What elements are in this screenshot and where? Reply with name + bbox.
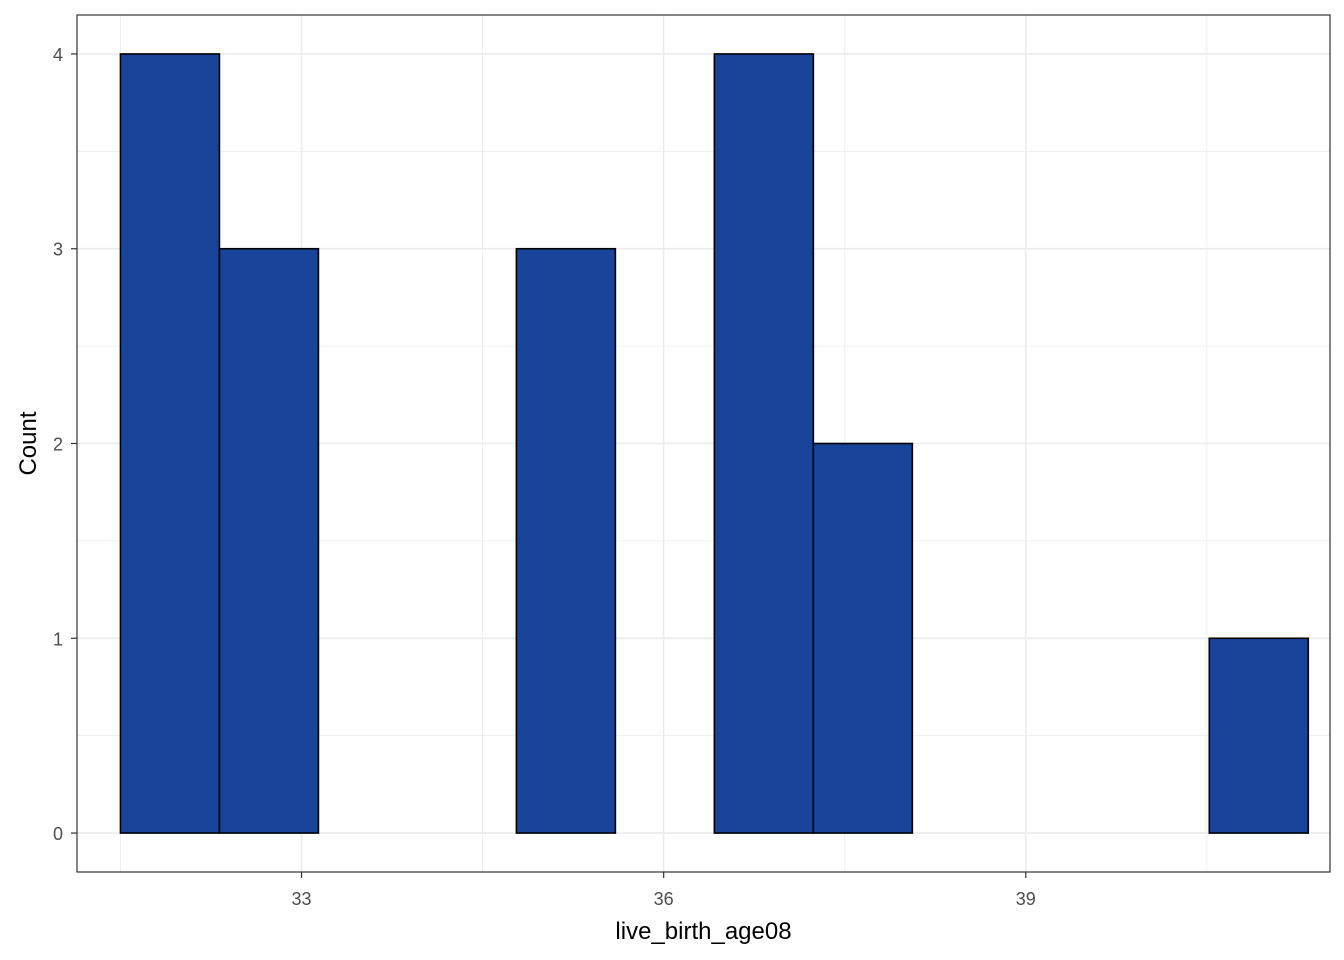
- histogram-bar: [1208, 637, 1310, 834]
- y-tick-label: 1: [53, 629, 63, 649]
- x-axis: 33 36 39: [292, 872, 1036, 909]
- histogram-bar: [515, 247, 617, 834]
- y-tick-label: 4: [53, 45, 63, 65]
- x-tick-label: 39: [1016, 889, 1036, 909]
- histogram-bar: [812, 442, 914, 834]
- x-axis-title: live_birth_age08: [615, 918, 791, 945]
- y-axis: 0 1 2 3 4: [53, 45, 77, 844]
- x-tick-label: 36: [654, 889, 674, 909]
- y-tick-label: 3: [53, 240, 63, 260]
- histogram-bar: [713, 53, 815, 834]
- histogram-bars: [119, 53, 1310, 834]
- y-axis-title: Count: [15, 411, 42, 475]
- y-tick-label: 2: [53, 435, 63, 455]
- histogram-bar: [218, 247, 320, 834]
- histogram-bar: [119, 53, 221, 834]
- y-tick-label: 0: [53, 824, 63, 844]
- x-tick-label: 33: [292, 889, 312, 909]
